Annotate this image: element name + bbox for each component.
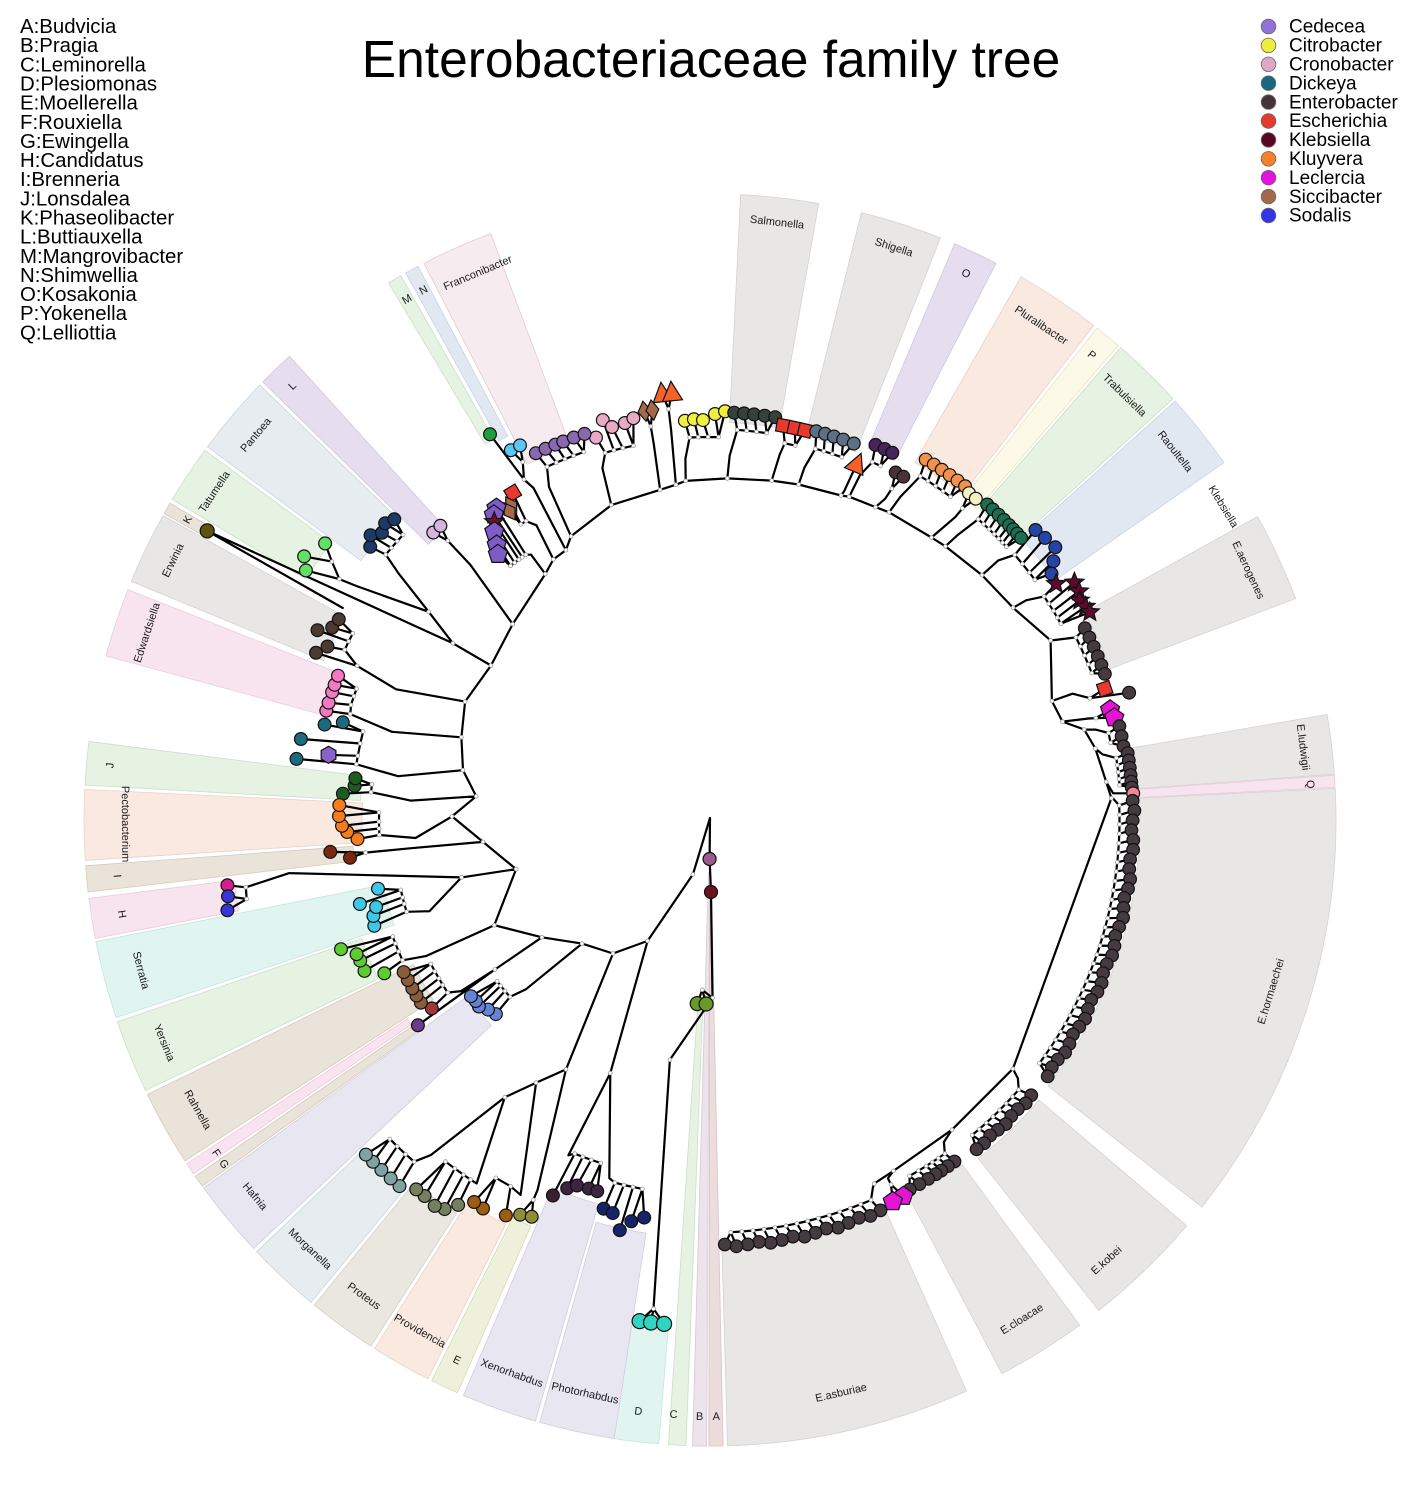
svg-text:Leclercia: Leclercia xyxy=(1289,168,1365,189)
svg-text:A: A xyxy=(713,1411,721,1423)
svg-text:Enterobacteriaceae family tree: Enterobacteriaceae family tree xyxy=(362,30,1060,88)
svg-text:G:Ewingella: G:Ewingella xyxy=(20,131,129,153)
svg-text:Pectobacterium: Pectobacterium xyxy=(119,786,132,863)
svg-text:N:Shimwellia: N:Shimwellia xyxy=(20,265,139,287)
svg-text:C: C xyxy=(669,1409,678,1421)
svg-text:I:Brenneria: I:Brenneria xyxy=(20,169,120,191)
svg-text:Cedecea: Cedecea xyxy=(1289,17,1365,38)
svg-text:J: J xyxy=(104,762,116,769)
svg-text:Siccibacter: Siccibacter xyxy=(1289,187,1383,208)
svg-text:M:Mangrovibacter: M:Mangrovibacter xyxy=(20,246,183,268)
svg-text:L:Buttiauxella: L:Buttiauxella xyxy=(20,227,143,249)
svg-text:E: E xyxy=(451,1354,463,1368)
svg-text:Citrobacter: Citrobacter xyxy=(1289,36,1383,57)
svg-text:B:Pragia: B:Pragia xyxy=(20,35,99,57)
svg-text:D:Plesiomonas: D:Plesiomonas xyxy=(20,73,157,95)
svg-text:Kluyvera: Kluyvera xyxy=(1289,149,1363,170)
svg-text:H:Candidatus: H:Candidatus xyxy=(20,150,144,172)
svg-text:K:Phaseolibacter: K:Phaseolibacter xyxy=(20,208,174,230)
svg-text:Escherichia: Escherichia xyxy=(1289,111,1388,132)
svg-text:B: B xyxy=(696,1411,704,1423)
svg-text:F:Rouxiella: F:Rouxiella xyxy=(20,112,123,134)
svg-text:Enterobacter: Enterobacter xyxy=(1289,92,1398,113)
svg-text:C:Leminorella: C:Leminorella xyxy=(20,54,146,76)
svg-text:I: I xyxy=(111,874,123,878)
svg-text:Dickeya: Dickeya xyxy=(1289,73,1357,94)
svg-text:A:Budvicia: A:Budvicia xyxy=(20,16,117,38)
svg-text:Q: Q xyxy=(1304,780,1317,790)
svg-text:Q:Lelliottia: Q:Lelliottia xyxy=(20,322,117,344)
svg-text:D: D xyxy=(634,1405,643,1418)
svg-text:Klebsiella: Klebsiella xyxy=(1289,130,1371,151)
svg-text:P:Yokenella: P:Yokenella xyxy=(20,303,128,325)
svg-text:E.ludwigii: E.ludwigii xyxy=(1294,723,1312,771)
svg-text:Sodalis: Sodalis xyxy=(1289,206,1351,227)
svg-text:H: H xyxy=(115,909,128,919)
svg-text:E:Moellerella: E:Moellerella xyxy=(20,93,139,115)
svg-text:Cronobacter: Cronobacter xyxy=(1289,55,1394,76)
svg-text:J:Lonsdalea: J:Lonsdalea xyxy=(20,188,131,210)
svg-text:O:Kosakonia: O:Kosakonia xyxy=(20,284,137,306)
